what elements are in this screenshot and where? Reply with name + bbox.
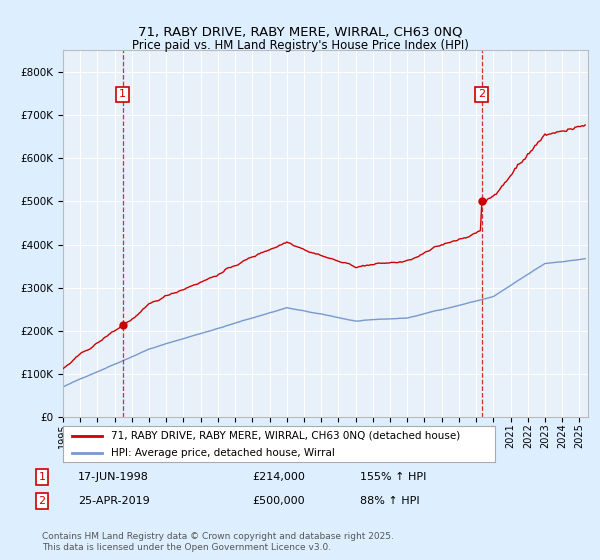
Text: 155% ↑ HPI: 155% ↑ HPI xyxy=(360,472,427,482)
Text: 71, RABY DRIVE, RABY MERE, WIRRAL, CH63 0NQ: 71, RABY DRIVE, RABY MERE, WIRRAL, CH63 … xyxy=(138,25,462,38)
Text: Contains HM Land Registry data © Crown copyright and database right 2025.
This d: Contains HM Land Registry data © Crown c… xyxy=(42,532,394,552)
Text: £500,000: £500,000 xyxy=(252,496,305,506)
Text: Price paid vs. HM Land Registry's House Price Index (HPI): Price paid vs. HM Land Registry's House … xyxy=(131,39,469,52)
Text: 2: 2 xyxy=(38,496,46,506)
Text: 1: 1 xyxy=(119,90,126,100)
Text: £214,000: £214,000 xyxy=(252,472,305,482)
Text: 17-JUN-1998: 17-JUN-1998 xyxy=(78,472,149,482)
Text: HPI: Average price, detached house, Wirral: HPI: Average price, detached house, Wirr… xyxy=(110,448,334,458)
Text: 71, RABY DRIVE, RABY MERE, WIRRAL, CH63 0NQ (detached house): 71, RABY DRIVE, RABY MERE, WIRRAL, CH63 … xyxy=(110,431,460,441)
Text: 1: 1 xyxy=(38,472,46,482)
Text: 25-APR-2019: 25-APR-2019 xyxy=(78,496,150,506)
Text: 2: 2 xyxy=(478,90,485,100)
Text: 88% ↑ HPI: 88% ↑ HPI xyxy=(360,496,419,506)
